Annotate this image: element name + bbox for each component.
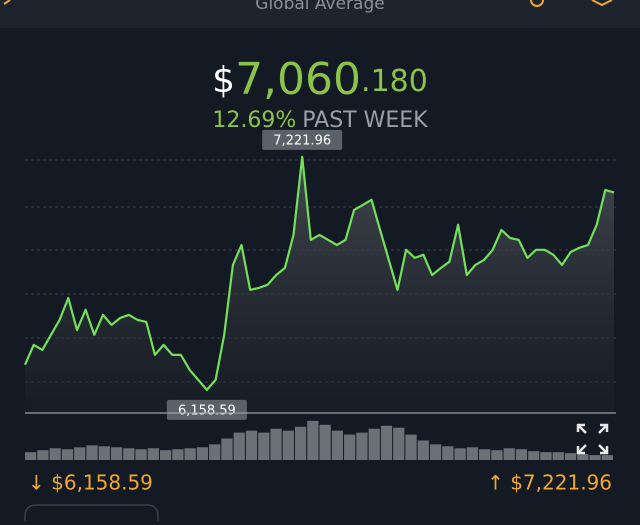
plot: 7,221.96 6,158.59 — [23, 129, 616, 460]
volume-bar — [49, 448, 61, 460]
high-price: ↑ $7,221.96 — [487, 471, 612, 495]
volume-bar — [98, 446, 110, 460]
volume-bar — [331, 430, 344, 460]
price-tag-bg — [262, 129, 343, 150]
change-period: PAST WEEK — [302, 108, 428, 133]
volume-bar — [74, 447, 86, 460]
volume-bar — [135, 449, 147, 460]
range-button[interactable] — [24, 504, 159, 525]
volume-bar — [515, 449, 528, 460]
volume-bar — [282, 430, 294, 460]
volume-bar — [159, 450, 172, 460]
volume-bar — [356, 432, 368, 460]
price: $7,060.180 — [212, 54, 428, 105]
volume-bar — [552, 452, 564, 460]
price-currency: $ — [212, 60, 235, 101]
volume-bar — [270, 428, 282, 460]
volume-bar — [86, 445, 98, 460]
volume-bar — [25, 452, 37, 460]
change: 12.69% PAST WEEK — [212, 108, 428, 133]
volume-bar — [429, 444, 442, 460]
back-icon[interactable] — [3, 0, 11, 5]
price-decimals: .180 — [361, 64, 428, 99]
star-icon[interactable] — [591, 0, 613, 7]
volume-bar — [479, 449, 491, 460]
volume-bar — [528, 451, 540, 460]
volume-bar — [61, 449, 74, 460]
volume-bar — [307, 420, 319, 460]
volume-bar — [466, 447, 479, 460]
volume-bar — [380, 425, 393, 460]
volume-bar — [209, 444, 221, 460]
alert-icon[interactable] — [530, 0, 544, 7]
volume-bar — [110, 447, 123, 460]
volume-bar — [491, 450, 503, 460]
volume-bar — [442, 446, 454, 460]
volume-bar — [417, 440, 429, 460]
price-tag: 7,221.96 — [273, 133, 331, 148]
volume-bar — [601, 455, 613, 460]
volume-bar — [37, 450, 49, 460]
volume-bar — [258, 432, 270, 460]
volume-bar — [405, 434, 417, 460]
volume-bar — [344, 434, 356, 460]
price-area — [25, 156, 614, 413]
volume-bar — [294, 426, 307, 460]
fullscreen-icon[interactable] — [576, 423, 609, 455]
volume-bar — [221, 438, 233, 460]
volume-bar — [564, 453, 577, 460]
volume-bar — [589, 455, 601, 460]
header-title: Global Average — [255, 0, 384, 14]
volume-bar — [319, 424, 331, 460]
price-tag-bg — [166, 399, 247, 420]
volume-bar — [368, 428, 380, 460]
volume-bar — [233, 432, 245, 460]
low-price: ↓ $6,158.59 — [28, 471, 153, 495]
change-percent: 12.69% — [212, 108, 296, 133]
volume-bar — [577, 454, 589, 460]
volume-bar — [503, 448, 515, 460]
volume-bar — [540, 452, 552, 460]
volume-bar — [123, 448, 135, 460]
volume-bar — [393, 427, 405, 460]
price-tag: 6,158.59 — [178, 403, 236, 418]
volume-bar — [184, 448, 196, 460]
price-whole: 7,060 — [235, 54, 361, 105]
volume-bar — [454, 448, 466, 460]
volume-bar — [196, 447, 209, 460]
price-line — [23, 155, 615, 391]
volume-bar — [172, 449, 184, 460]
volume-bar — [245, 430, 258, 460]
volume-bar — [147, 448, 159, 460]
